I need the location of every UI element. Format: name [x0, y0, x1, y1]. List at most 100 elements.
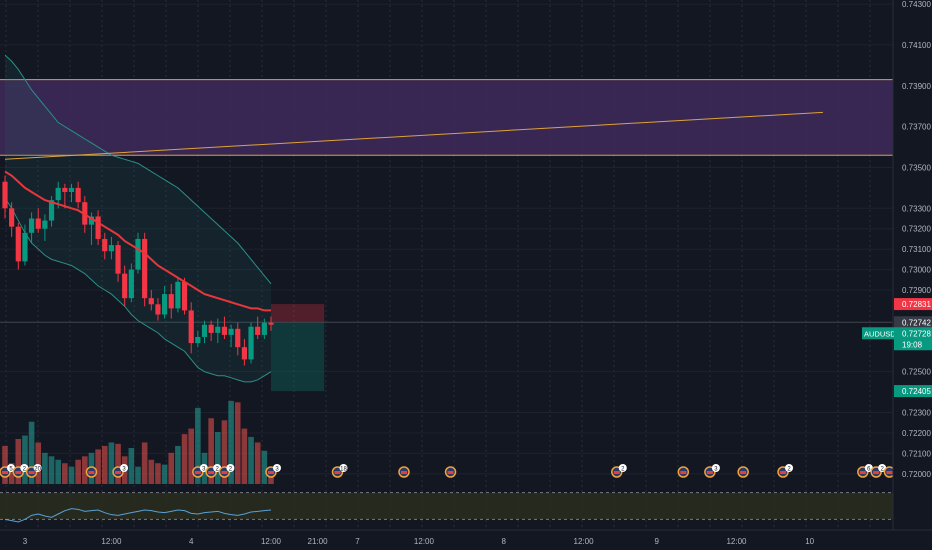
candle: [188, 302, 194, 354]
candle-body: [181, 281, 188, 311]
flag-stripe: [15, 471, 22, 474]
volume-bar: [8, 463, 15, 484]
time-tick-label: 7: [355, 537, 360, 546]
candle: [35, 208, 41, 233]
symbol-badge: [862, 327, 894, 340]
rsi-pane: 50.025.0: [0, 492, 918, 528]
candles[interactable]: [2, 175, 274, 366]
volume-bar: [135, 466, 141, 484]
event-count-bubble: [226, 464, 235, 472]
rsi-line: [4, 508, 272, 523]
candle: [175, 277, 181, 313]
candle-body: [215, 326, 221, 333]
flag-stripe: [401, 471, 407, 474]
price-badge: AUDUSD 0.72728: [862, 327, 932, 340]
candle-body: [55, 187, 61, 201]
event-count-bubble: [273, 464, 281, 472]
candle: [128, 263, 134, 303]
candle-body: [122, 273, 128, 299]
event-marker: 3: [112, 464, 129, 478]
price-tick-label: 0.72000: [902, 470, 931, 479]
candle-body: [35, 218, 41, 229]
symbol-label: AUDUSD: [864, 329, 896, 338]
candle-body: [42, 220, 48, 229]
moving-average: [4, 170, 271, 312]
candle-body: [108, 245, 114, 252]
volume-bar: [62, 463, 68, 484]
volume-bar: [248, 436, 254, 484]
candle-body: [168, 294, 174, 309]
volume-bar: [155, 463, 161, 484]
event-count: 3: [275, 467, 279, 473]
price-tick-label: 0.72200: [902, 429, 931, 438]
event-count-bubble: [33, 464, 42, 472]
price-axis[interactable]: 0.74300 0.74100 0.73900 0.73700 0.73500 0.733…: [862, 0, 932, 530]
volume-bar: [175, 445, 181, 484]
event-marker: 2: [611, 464, 627, 478]
event-marker: [444, 466, 457, 478]
event-marker: 3: [265, 464, 281, 478]
volume-bar: [75, 459, 81, 484]
price-tick-label: 0.72100: [902, 449, 931, 458]
candle-body: [221, 326, 228, 335]
candle-body: [268, 322, 274, 325]
candle: [108, 236, 114, 260]
event-count: 2: [229, 467, 233, 473]
price-badge-box: [894, 327, 932, 340]
candle-body: [135, 238, 141, 270]
event-count: 5: [9, 467, 13, 473]
volume-bar: [22, 435, 28, 484]
volume-bar: [55, 459, 61, 484]
price-tick-label: 0.73200: [902, 225, 931, 234]
volume-bar: [115, 443, 121, 484]
price-badge: 0.72742: [894, 316, 932, 329]
economic-events[interactable]: 5 2 20 3 3 2 2 3 18 2 3 2 6 2: [0, 464, 916, 478]
candle: [122, 265, 128, 307]
price-badge-box: [894, 298, 932, 311]
candle-body: [128, 269, 134, 299]
price-badge-text: 0.72831: [902, 300, 931, 309]
candle: [168, 283, 174, 319]
candle: [181, 277, 188, 315]
candle-body: [22, 232, 28, 262]
event-marker: 5: [0, 464, 15, 478]
supply-zone[interactable]: [0, 79, 893, 156]
trendline[interactable]: [4, 111, 823, 160]
candle-body: [88, 216, 95, 225]
candle-body: [255, 326, 261, 335]
candle-body: [261, 322, 267, 335]
event-count: 2: [787, 467, 791, 473]
event-count: 2: [215, 467, 219, 473]
short-position-tool[interactable]: [0, 304, 893, 392]
price-badge: 0.72831: [894, 298, 932, 311]
price-tick-label: 0.73300: [902, 204, 931, 213]
candle: [15, 222, 21, 270]
volume-bar: [215, 432, 221, 484]
price-badge-box: [894, 385, 932, 398]
flag-stripe: [2, 471, 8, 474]
candle-body: [115, 245, 121, 274]
flag-stripe: [208, 471, 215, 474]
candle-body: [68, 187, 75, 192]
candle-body: [142, 238, 148, 299]
candle: [75, 181, 81, 209]
ma-line: [4, 170, 271, 312]
time-tick-label: 9: [654, 537, 659, 546]
price-badge: 0.72405: [894, 385, 932, 398]
time-tick-label: 12:00: [101, 537, 122, 546]
event-marker: 2: [12, 464, 29, 478]
candle: [135, 232, 141, 274]
event-marker: 18: [331, 464, 348, 478]
event-marker: [677, 466, 690, 478]
event-marker: [737, 466, 749, 478]
candle-body: [155, 304, 161, 315]
time-axis[interactable]: 3 12:00 4 12:00 21:00 7 12:00 8 12:00 9 12:00 10: [0, 529, 932, 550]
event-marker: [398, 466, 410, 478]
price-tick-label: 0.74100: [902, 41, 931, 50]
price-axis-background: [893, 0, 932, 530]
take-profit-area: [271, 322, 325, 392]
event-marker: 2: [205, 464, 222, 478]
candle: [102, 232, 108, 260]
event-count: 18: [340, 467, 347, 473]
